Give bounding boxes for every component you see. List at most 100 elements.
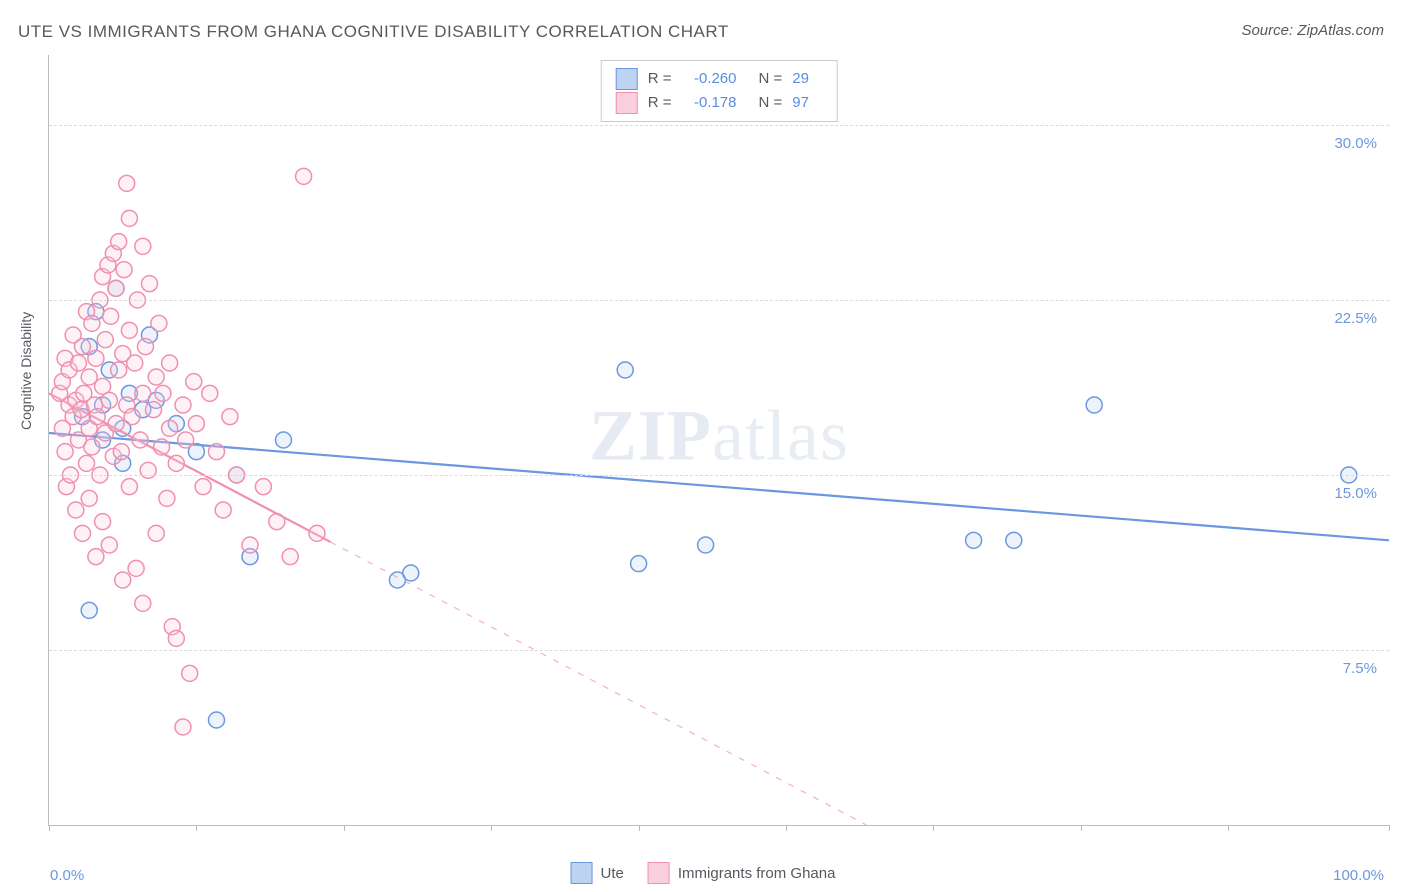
scatter-point	[79, 455, 95, 471]
legend-swatch	[616, 68, 638, 90]
x-tick-mark	[1228, 825, 1229, 831]
stats-legend-row: R = -0.178 N = 97	[616, 91, 823, 115]
scatter-point	[178, 432, 194, 448]
scatter-point	[1086, 397, 1102, 413]
scatter-point	[84, 315, 100, 331]
scatter-point	[154, 439, 170, 455]
x-tick-mark	[491, 825, 492, 831]
legend-label: Immigrants from Ghana	[678, 865, 836, 882]
scatter-point	[175, 397, 191, 413]
x-tick-mark	[49, 825, 50, 831]
scatter-point	[403, 565, 419, 581]
scatter-point	[202, 385, 218, 401]
scatter-point	[81, 602, 97, 618]
scatter-point	[162, 420, 178, 436]
scatter-point	[101, 537, 117, 553]
scatter-point	[101, 392, 117, 408]
scatter-point	[617, 362, 633, 378]
stat-n-value: 97	[792, 91, 822, 115]
scatter-point	[269, 514, 285, 530]
scatter-point	[175, 719, 191, 735]
scatter-point	[282, 549, 298, 565]
legend-item: Immigrants from Ghana	[648, 862, 836, 884]
scatter-point	[68, 502, 84, 518]
scatter-point	[146, 402, 162, 418]
scatter-point	[148, 369, 164, 385]
scatter-point	[128, 560, 144, 576]
scatter-point	[209, 444, 225, 460]
stats-legend: R = -0.260 N = 29 R = -0.178 N = 97	[601, 60, 838, 122]
scatter-point	[162, 355, 178, 371]
regression-line	[49, 433, 1389, 540]
scatter-point	[296, 168, 312, 184]
stat-n-value: 29	[792, 67, 822, 91]
legend-label: Ute	[601, 865, 624, 882]
scatter-point	[1006, 532, 1022, 548]
scatter-point	[111, 362, 127, 378]
scatter-point	[84, 439, 100, 455]
legend-swatch	[571, 862, 593, 884]
scatter-point	[186, 374, 202, 390]
scatter-point	[159, 490, 175, 506]
scatter-point	[89, 409, 105, 425]
scatter-point	[698, 537, 714, 553]
scatter-point	[155, 385, 171, 401]
scatter-point	[135, 385, 151, 401]
scatter-point	[127, 355, 143, 371]
scatter-point	[135, 595, 151, 611]
scatter-point	[148, 525, 164, 541]
scatter-point	[95, 514, 111, 530]
y-tick-label: 30.0%	[1334, 135, 1377, 152]
gridline-h	[49, 300, 1389, 301]
stat-r-value: -0.260	[682, 67, 737, 91]
stats-legend-row: R = -0.260 N = 29	[616, 67, 823, 91]
scatter-point	[137, 339, 153, 355]
stat-r-value: -0.178	[682, 91, 737, 115]
stat-n-label: N =	[759, 91, 783, 115]
gridline-h	[49, 125, 1389, 126]
scatter-point	[966, 532, 982, 548]
x-axis-max-label: 100.0%	[1333, 867, 1384, 884]
scatter-point	[168, 455, 184, 471]
x-tick-mark	[786, 825, 787, 831]
legend-swatch	[648, 862, 670, 884]
scatter-point	[70, 355, 86, 371]
scatter-point	[88, 549, 104, 565]
y-tick-label: 15.0%	[1334, 485, 1377, 502]
plot-area: ZIPatlas R =-0.260N =29R =-0.178N =97 7.…	[48, 55, 1389, 826]
scatter-point	[121, 210, 137, 226]
scatter-point	[142, 276, 158, 292]
x-tick-mark	[1389, 825, 1390, 831]
legend-item: Ute	[571, 862, 624, 884]
scatter-point	[108, 280, 124, 296]
scatter-point	[75, 525, 91, 541]
x-tick-mark	[639, 825, 640, 831]
scatter-point	[182, 665, 198, 681]
scatter-point	[188, 416, 204, 432]
stat-n-label: N =	[759, 67, 783, 91]
scatter-point	[222, 409, 238, 425]
stat-r-label: R =	[648, 67, 672, 91]
y-tick-label: 22.5%	[1334, 310, 1377, 327]
scatter-point	[151, 315, 167, 331]
scatter-point	[255, 479, 271, 495]
scatter-point	[209, 712, 225, 728]
scatter-point	[276, 432, 292, 448]
scatter-point	[108, 416, 124, 432]
scatter-point	[111, 234, 127, 250]
regression-line-dashed	[330, 542, 866, 825]
y-axis-label: Cognitive Disability	[18, 312, 34, 430]
scatter-point	[81, 490, 97, 506]
scatter-point	[124, 409, 140, 425]
source-label: Source: ZipAtlas.com	[1241, 22, 1384, 39]
scatter-point	[132, 432, 148, 448]
stat-r-label: R =	[648, 91, 672, 115]
scatter-point	[113, 444, 129, 460]
gridline-h	[49, 650, 1389, 651]
scatter-point	[88, 350, 104, 366]
scatter-point	[75, 339, 91, 355]
x-tick-mark	[344, 825, 345, 831]
legend-swatch	[616, 92, 638, 114]
scatter-point	[631, 556, 647, 572]
x-tick-mark	[1081, 825, 1082, 831]
